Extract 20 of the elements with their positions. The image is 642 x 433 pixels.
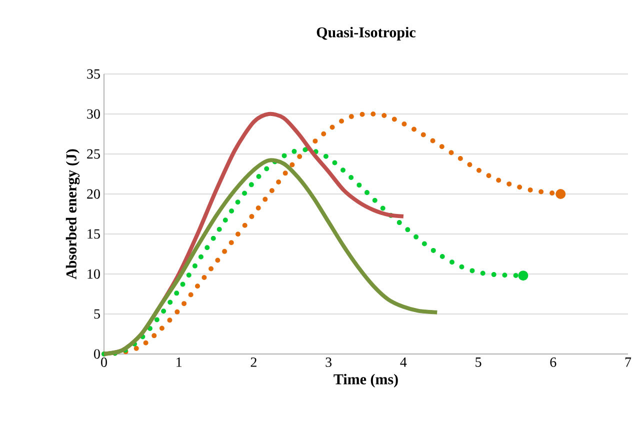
chart-title: Quasi-Isotropic — [316, 26, 416, 40]
x-tick-label: 1 — [176, 358, 182, 367]
line-series — [102, 158, 440, 356]
y-axis-title: Absorbed energy (J) — [66, 149, 80, 280]
y-tick-label: 25 — [87, 149, 100, 159]
y-tick-label: 20 — [87, 189, 100, 199]
y-tick-label: 10 — [88, 269, 100, 279]
y-tick-label: 15 — [88, 229, 100, 239]
y-tick-label: 5 — [94, 309, 100, 319]
y-tick-label: 35 — [87, 69, 100, 79]
y-tick-label: 0 — [94, 349, 100, 359]
x-tick-label: 4 — [400, 358, 407, 367]
x-tick-label: 3 — [326, 358, 332, 367]
x-tick-label: 2 — [250, 358, 256, 367]
x-axis-title: Time (ms) — [334, 374, 398, 388]
x-tick-label: 7 — [625, 358, 632, 367]
x-tick-label: 5 — [476, 358, 482, 367]
x-tick-label: 6 — [550, 358, 556, 367]
x-tick-label: 0 — [101, 358, 107, 367]
y-tick-label: 30 — [87, 109, 100, 119]
